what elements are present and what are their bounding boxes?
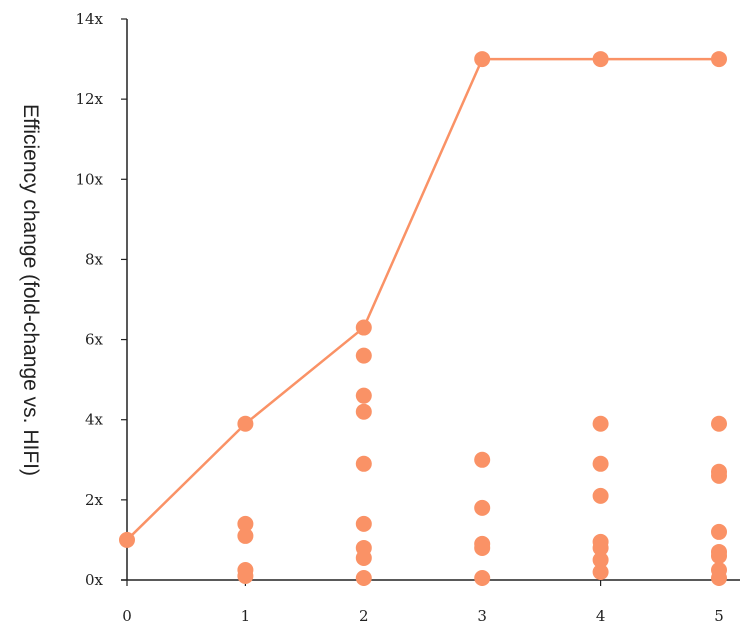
scatter-point [355,549,372,566]
scatter-point [592,455,609,472]
y-tick-label: 6x [85,331,104,349]
scatter-point [355,569,372,586]
x-axis: 0 1 2 3 4 5 [121,579,740,625]
scatter-point [474,499,491,516]
scatter-point [355,387,372,404]
y-tick-label: 0x [85,571,104,589]
scatter-point [592,415,609,432]
scatter-point [711,523,727,540]
line-point [119,531,135,548]
scatter-point [711,415,727,432]
line-point [711,51,727,68]
scatter-point [237,567,254,584]
scatter-point [711,467,727,484]
x-tick-label: 4 [596,607,606,625]
scatter-point [355,515,372,532]
scatter-point [237,527,254,544]
y-tick-label: 2x [85,491,104,509]
series-layer [119,51,727,586]
scatter-point [592,487,609,504]
scatter-point [592,539,609,556]
trend-line [126,57,719,541]
scatter-point [355,403,372,420]
y-tick-label: 8x [85,250,104,268]
scatter-point [474,539,491,556]
scatter-point [355,455,372,472]
scatter-point [592,551,609,568]
line-point [355,319,372,336]
x-tick-label: 2 [359,607,369,625]
scatter-point [237,515,254,532]
scatter-point [711,547,727,564]
scatter-point [474,569,491,586]
scatter-point [592,563,609,580]
x-tick-label: 3 [477,607,487,625]
line-point [474,51,491,68]
x-tick-label: 1 [241,607,251,625]
line-point [237,415,254,432]
scatter-point [711,569,727,586]
scatter-point [474,451,491,468]
y-tick-label: 4x [85,411,104,429]
y-tick-label: 14x [75,10,103,28]
line-point [592,51,609,68]
x-tick-label: 5 [714,607,724,625]
y-tick-label: 12x [75,90,103,108]
y-axis-title: Efficiency change (fold-change vs. HIFI) [19,104,42,476]
y-axis: 0x 2x 4x 6x 8x 10x 12x 14x [75,10,128,589]
x-tick-label: 0 [122,607,132,625]
scatter-point [355,347,372,364]
y-tick-label: 10x [75,170,103,188]
